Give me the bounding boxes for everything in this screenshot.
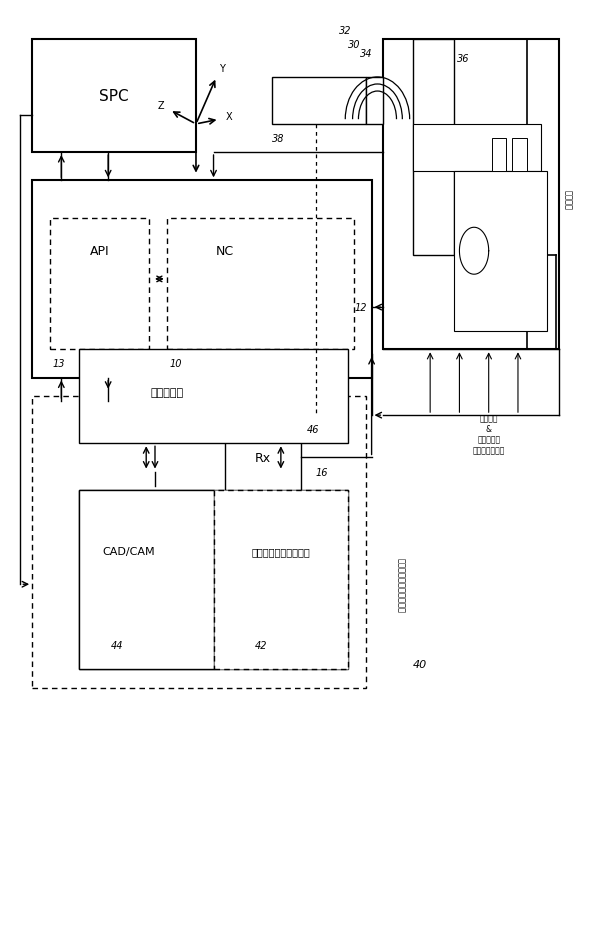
- Text: NC: NC: [216, 245, 234, 258]
- Bar: [366, 77, 384, 125]
- Bar: [32, 41, 196, 153]
- Bar: [50, 219, 149, 350]
- Bar: [272, 77, 366, 125]
- Bar: [492, 139, 506, 172]
- Bar: [453, 172, 547, 331]
- Text: 46: 46: [307, 425, 320, 435]
- Text: 13: 13: [53, 359, 65, 369]
- Text: 36: 36: [456, 54, 469, 64]
- Bar: [213, 491, 348, 669]
- Bar: [167, 219, 354, 350]
- Text: 12: 12: [354, 303, 366, 312]
- Text: Y: Y: [219, 63, 225, 74]
- Bar: [32, 181, 372, 379]
- Text: SPC: SPC: [99, 89, 129, 104]
- Bar: [79, 491, 213, 669]
- Bar: [79, 491, 348, 669]
- Bar: [225, 415, 301, 500]
- Bar: [384, 41, 559, 350]
- Bar: [32, 396, 366, 688]
- Bar: [413, 41, 453, 256]
- Text: 10: 10: [170, 359, 182, 369]
- Text: 16: 16: [316, 467, 329, 477]
- Text: API: API: [90, 245, 109, 258]
- Text: 工作機械: 工作機械: [563, 190, 572, 210]
- Text: オフラインエディター: オフラインエディター: [252, 547, 310, 557]
- Bar: [413, 125, 541, 172]
- Text: サーボス
&
ポジション
フィードバック: サーボス & ポジション フィードバック: [473, 414, 505, 455]
- Text: 30: 30: [348, 40, 361, 50]
- Text: 32: 32: [339, 25, 352, 36]
- Bar: [79, 350, 348, 444]
- Text: 後処理装置: 後処理装置: [150, 387, 183, 397]
- Text: Rx: Rx: [255, 451, 271, 464]
- Text: 40: 40: [413, 660, 427, 669]
- Text: 44: 44: [111, 641, 124, 650]
- Text: 38: 38: [272, 134, 285, 143]
- Text: X: X: [225, 112, 232, 123]
- Text: Z: Z: [157, 101, 164, 111]
- Text: 34: 34: [360, 49, 372, 59]
- Text: CAD/CAM: CAD/CAM: [102, 547, 155, 557]
- Bar: [512, 139, 527, 172]
- Text: 42: 42: [255, 641, 267, 650]
- Text: セパレートプロセッサー: セパレートプロセッサー: [397, 557, 405, 612]
